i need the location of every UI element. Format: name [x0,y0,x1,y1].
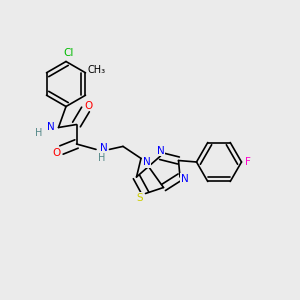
Text: N: N [157,146,165,156]
Text: N: N [181,173,188,184]
Text: Cl: Cl [63,47,74,58]
Text: F: F [244,157,250,167]
Text: N: N [143,157,151,167]
Text: H: H [98,153,105,163]
Text: S: S [137,193,143,203]
Text: N: N [47,122,55,133]
Text: CH₃: CH₃ [88,65,106,75]
Text: O: O [84,101,93,111]
Text: H: H [35,128,43,138]
Text: O: O [52,148,60,158]
Text: N: N [100,143,107,153]
